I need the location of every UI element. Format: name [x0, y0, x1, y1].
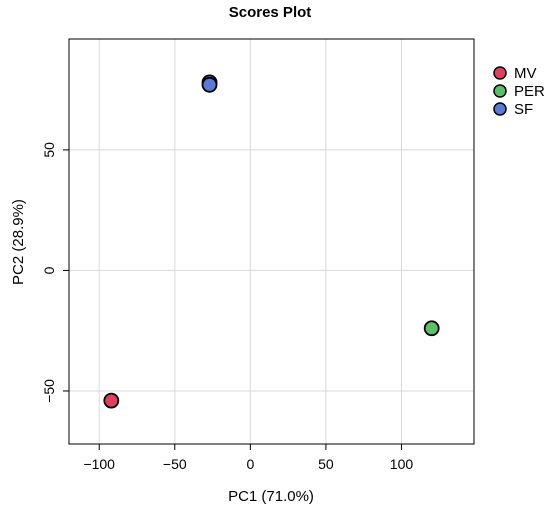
- x-axis: −100 −50 0 50 100: [83, 444, 413, 472]
- x-tick-label: −100: [83, 456, 115, 472]
- data-point-per: [423, 320, 440, 337]
- y-axis: −50 0 50: [41, 142, 69, 403]
- y-axis-label: PC2 (28.9%): [10, 199, 27, 285]
- x-axis-label: PC1 (71.0%): [228, 488, 314, 505]
- chart-title: Scores Plot: [229, 4, 312, 21]
- data-point-sf: [201, 76, 218, 93]
- y-tick-label: 0: [41, 266, 57, 274]
- y-tick-label: −50: [41, 379, 57, 403]
- plot-frame: [68, 38, 475, 445]
- x-tick-label: −50: [163, 456, 187, 472]
- data-points: [103, 74, 440, 409]
- legend-label-per: PER: [514, 83, 545, 100]
- x-tick-label: 100: [390, 456, 414, 472]
- legend-marker-sf: [493, 102, 507, 116]
- legend-label-sf: SF: [514, 101, 533, 118]
- legend-label-mv: MV: [514, 65, 537, 82]
- y-tick-label: 50: [41, 142, 57, 158]
- x-tick-label: 50: [318, 456, 334, 472]
- grid-lines: [69, 39, 474, 444]
- x-tick-label: 0: [246, 456, 254, 472]
- legend-marker-per: [493, 84, 507, 98]
- legend-marker-mv: [493, 66, 507, 80]
- data-point-mv: [103, 392, 120, 409]
